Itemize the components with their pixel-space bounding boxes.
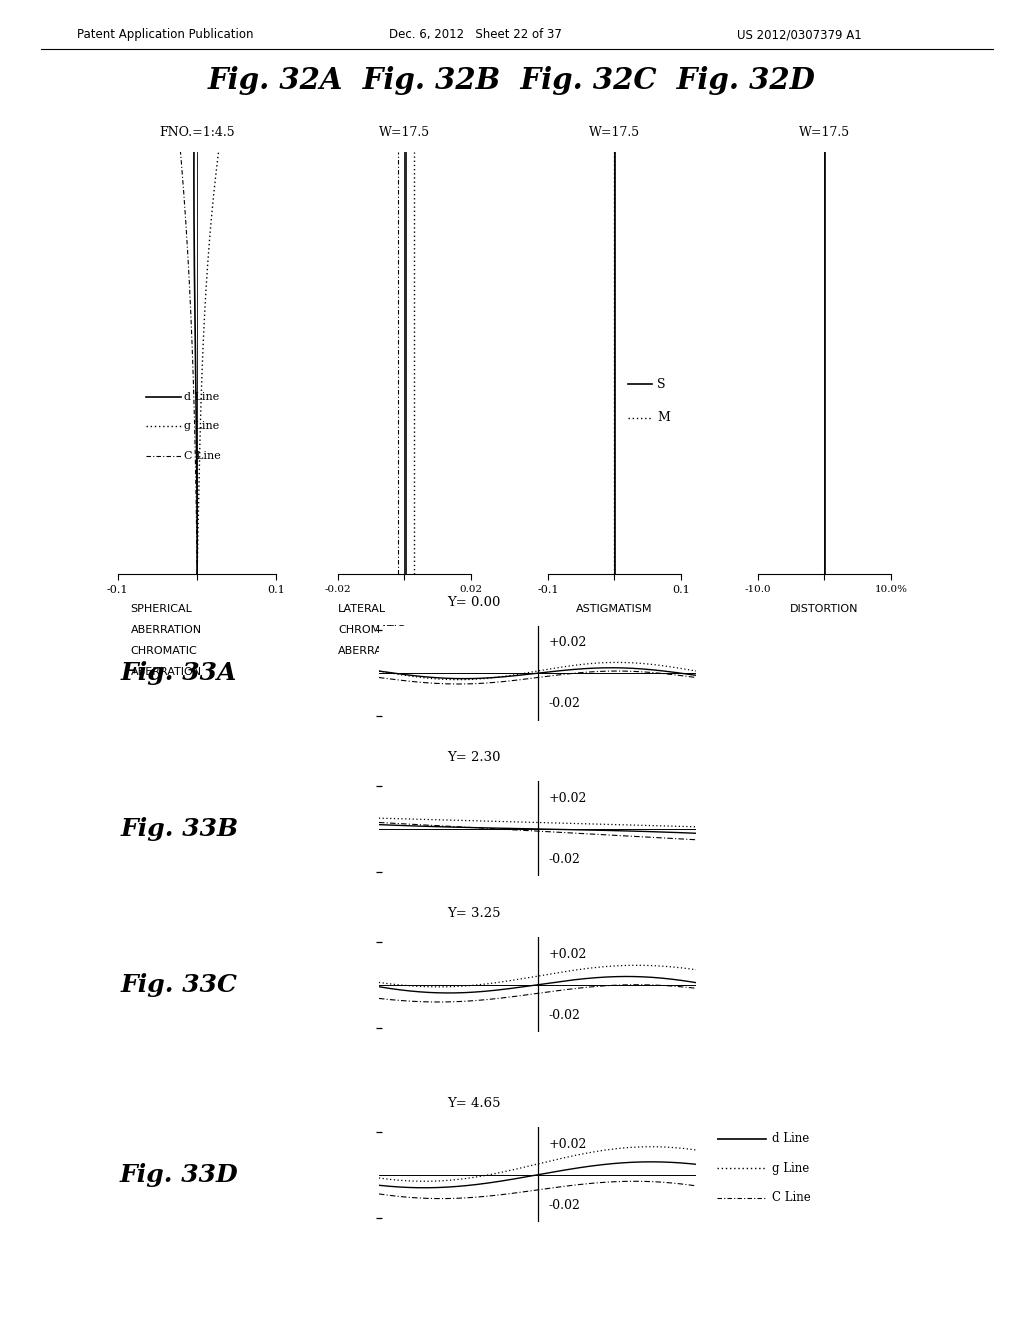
Text: Fig. 33B: Fig. 33B [120,817,239,841]
Text: W=17.5: W=17.5 [379,127,430,139]
Text: Y= 2.30: Y= 2.30 [447,751,501,764]
Text: d Line: d Line [772,1133,809,1146]
Text: CHROMATIC: CHROMATIC [338,624,404,635]
Text: Patent Application Publication: Patent Application Publication [77,28,253,41]
Text: ABERRATION: ABERRATION [130,624,202,635]
Text: ABERRATION: ABERRATION [338,645,409,656]
Text: Fig. 33D: Fig. 33D [120,1163,239,1187]
Text: +0.02: +0.02 [549,1138,587,1151]
Text: Fig. 33C: Fig. 33C [121,973,238,997]
Text: CHROMATIC: CHROMATIC [130,645,198,656]
Text: US 2012/0307379 A1: US 2012/0307379 A1 [737,28,862,41]
Text: g Line: g Line [184,421,220,432]
Text: -0.02: -0.02 [549,1199,581,1212]
Text: Y= 3.25: Y= 3.25 [447,907,501,920]
Text: Fig. 32A  Fig. 32B  Fig. 32C  Fig. 32D: Fig. 32A Fig. 32B Fig. 32C Fig. 32D [208,66,816,95]
Text: W=17.5: W=17.5 [589,127,640,139]
Text: SPHERICAL: SPHERICAL [130,603,193,614]
Text: -0.02: -0.02 [549,1008,581,1022]
Text: ABERRATION: ABERRATION [130,667,202,677]
Text: LATERAL: LATERAL [338,603,386,614]
Text: -0.02: -0.02 [549,697,581,710]
Text: DISTORTION: DISTORTION [791,603,858,614]
Text: Y= 4.65: Y= 4.65 [447,1097,501,1110]
Text: +0.02: +0.02 [549,948,587,961]
Text: g Line: g Line [772,1162,809,1175]
Text: C Line: C Line [772,1191,811,1204]
Text: Y= 0.00: Y= 0.00 [447,595,501,609]
Text: Fig. 33A: Fig. 33A [121,661,238,685]
Text: S: S [657,378,666,391]
Text: W=17.5: W=17.5 [799,127,850,139]
Text: M: M [657,412,670,425]
Text: Dec. 6, 2012   Sheet 22 of 37: Dec. 6, 2012 Sheet 22 of 37 [389,28,562,41]
Text: ASTIGMATISM: ASTIGMATISM [577,603,652,614]
Text: +0.02: +0.02 [549,636,587,649]
Text: +0.02: +0.02 [549,792,587,805]
Text: FNO.=1:4.5: FNO.=1:4.5 [160,127,234,139]
Text: d Line: d Line [184,392,220,401]
Text: -0.02: -0.02 [549,853,581,866]
Text: C Line: C Line [184,451,221,461]
